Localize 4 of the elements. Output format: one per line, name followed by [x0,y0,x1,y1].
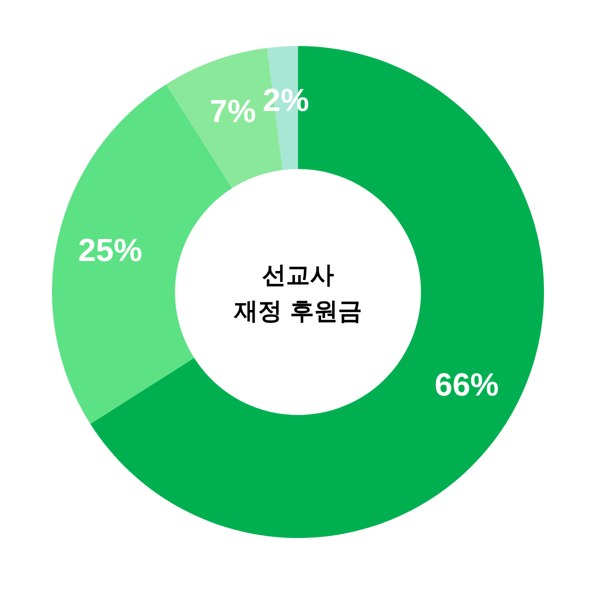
text: 선교사 재정 후원금 [232,261,362,325]
data-label: 25% [78,232,142,268]
data-label: 66% [434,366,499,403]
data-label: 7% [210,92,256,129]
